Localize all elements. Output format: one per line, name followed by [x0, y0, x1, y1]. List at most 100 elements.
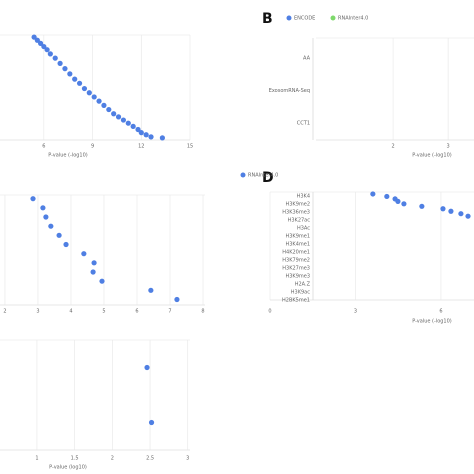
point — [174, 296, 180, 303]
x-tick-label: 1 — [35, 456, 38, 462]
y-category-label: ExosomRNA-Seq — [269, 88, 310, 94]
x-axis-label: P-value (-log10) — [412, 153, 452, 159]
x-tick-label: 4 — [69, 309, 72, 315]
point — [41, 43, 47, 50]
point — [72, 76, 78, 82]
legend-label: RNAInter4.0 — [338, 16, 368, 22]
point — [91, 94, 97, 100]
point — [370, 191, 376, 197]
point — [148, 134, 154, 140]
point — [67, 71, 73, 77]
x-tick-label: 2.5 — [146, 456, 154, 462]
point — [56, 232, 62, 238]
x-tick-label: 3 — [36, 309, 39, 315]
x-axis-label: P-value (-log10) — [412, 319, 452, 325]
y-category-label: H3K4 — [297, 194, 310, 200]
point — [86, 90, 92, 96]
y-category-label: H3K9me2 — [285, 202, 310, 208]
point — [43, 214, 49, 220]
point — [40, 205, 46, 211]
point — [401, 201, 407, 207]
legend-marker — [286, 15, 292, 21]
point — [111, 111, 117, 117]
x-tick-label: 2 — [3, 309, 6, 315]
point — [144, 364, 150, 371]
point — [96, 98, 102, 104]
point — [37, 40, 44, 47]
x-tick-label: 0 — [268, 309, 271, 315]
point — [91, 260, 97, 266]
x-tick-label: 2 — [111, 456, 114, 462]
x-axis-label: P-value (log10) — [49, 465, 87, 471]
point — [159, 135, 165, 141]
x-tick-label: 2 — [391, 144, 394, 150]
y-category-label: CCT1 — [297, 121, 310, 127]
y-category-label: H3K9me3 — [285, 274, 310, 280]
y-category-label: H4K20me1 — [282, 250, 310, 256]
point — [148, 419, 155, 426]
y-category-label: H3K27ac — [288, 218, 311, 224]
point — [81, 85, 88, 92]
point — [48, 223, 54, 229]
point — [57, 60, 63, 66]
point — [47, 51, 53, 57]
x-tick-label: 6 — [439, 309, 442, 315]
point — [81, 251, 87, 257]
point — [120, 117, 127, 123]
x-tick-label: 3 — [186, 456, 189, 462]
x-tick-label: 6 — [135, 309, 138, 315]
legend-marker — [330, 15, 336, 21]
y-category-label: H3K9me1 — [285, 234, 310, 240]
legend-label: RNAInter4.0 — [248, 173, 278, 179]
point — [125, 120, 131, 126]
x-tick-label: 6 — [42, 144, 45, 150]
point — [384, 193, 390, 200]
point — [130, 123, 136, 129]
point — [138, 130, 144, 136]
x-tick-label: 7 — [168, 309, 171, 315]
point — [440, 206, 446, 212]
point — [135, 126, 141, 133]
x-tick-label: 1.5 — [71, 456, 79, 462]
point — [52, 55, 58, 61]
y-category-label: H3K9ac — [291, 290, 310, 296]
x-tick-label: 8 — [201, 309, 204, 315]
x-axis-label: P-value (-log10) — [48, 153, 88, 159]
x-tick-label: 15 — [187, 144, 193, 150]
point — [448, 208, 454, 214]
point — [76, 80, 83, 86]
point — [419, 203, 425, 209]
panel-letter: B — [262, 11, 273, 27]
y-category-label: H3K4me1 — [285, 242, 310, 248]
point — [63, 241, 69, 248]
point — [99, 278, 105, 284]
y-category-label: H3K36me3 — [282, 210, 310, 216]
x-tick-label: 12 — [138, 144, 144, 150]
point — [465, 213, 471, 219]
point — [62, 66, 68, 72]
y-category-label: H3Ac — [297, 226, 310, 232]
point — [101, 102, 107, 108]
point — [143, 132, 149, 138]
x-tick-label: 5 — [102, 309, 105, 315]
point — [115, 114, 122, 120]
point — [34, 37, 40, 43]
y-category-label: H3K27me3 — [282, 266, 310, 272]
point — [395, 198, 401, 204]
point — [31, 34, 37, 40]
x-tick-label: 3 — [354, 309, 357, 315]
point — [44, 47, 50, 53]
point — [106, 106, 112, 113]
y-category-label: H2BK5me1 — [282, 298, 310, 304]
x-tick-label: 3 — [447, 144, 450, 150]
legend-label: ENCODE — [294, 16, 315, 22]
point — [148, 287, 154, 293]
point — [30, 196, 36, 202]
y-category-label: H2A.Z — [295, 282, 311, 288]
point — [458, 211, 464, 217]
y-category-label: H3K79me2 — [282, 258, 310, 264]
y-category-label: AA — [303, 56, 311, 62]
point — [90, 269, 96, 275]
panel-letter: D — [262, 170, 274, 186]
